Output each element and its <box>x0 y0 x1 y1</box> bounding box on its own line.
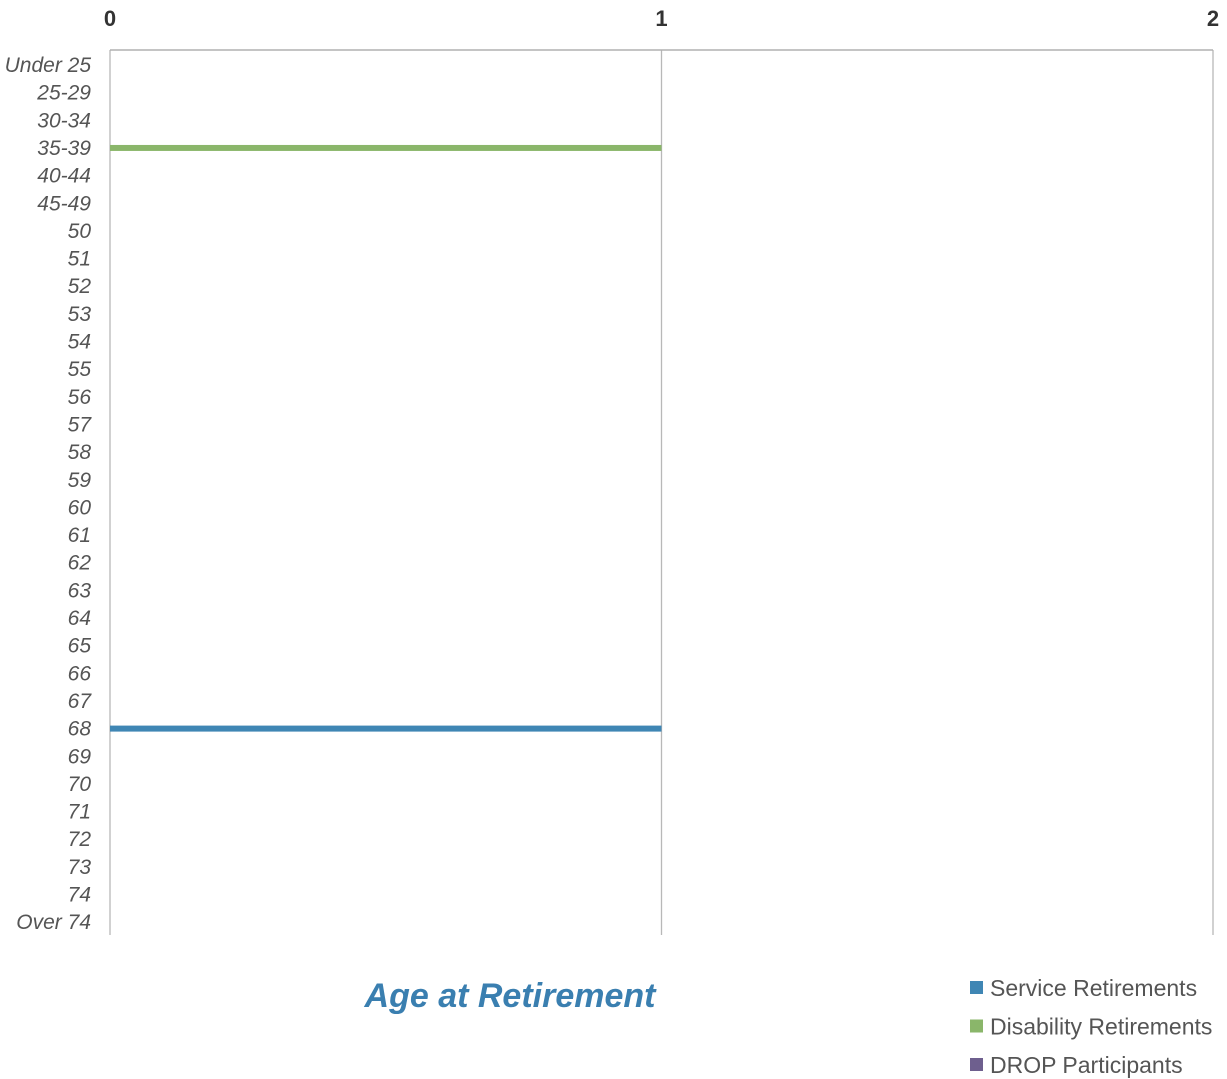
legend-label: DROP Participants <box>990 1052 1183 1078</box>
legend-swatch <box>970 1019 983 1033</box>
y-tick-label: 70 <box>68 773 92 796</box>
y-tick-label: 30-34 <box>37 109 91 132</box>
y-tick-label: 58 <box>68 441 92 464</box>
y-tick-label: 67 <box>68 690 93 713</box>
y-tick-label: 25-29 <box>36 82 91 105</box>
y-tick-label: 69 <box>68 745 92 768</box>
y-tick-label: Over 74 <box>16 911 91 934</box>
legend-swatch <box>970 981 983 994</box>
y-tick-label: 54 <box>68 331 91 354</box>
y-tick-label: Under 25 <box>5 54 92 77</box>
y-tick-label: 40-44 <box>37 165 91 188</box>
bars <box>110 144 662 732</box>
y-tick-label: 50 <box>68 220 92 243</box>
legend: Service Retirements Disability Retirement… <box>970 975 1212 1078</box>
legend-label: Disability Retirements <box>990 1014 1212 1040</box>
x-tick-label: 2 <box>1207 6 1219 31</box>
y-tick-label: 61 <box>68 524 91 547</box>
y-tick-label: 51 <box>68 248 91 271</box>
x-tick-label: 0 <box>104 6 116 31</box>
bar-service-retirements <box>110 725 662 732</box>
x-axis: 0 1 2 <box>104 6 1219 51</box>
y-tick-label: 68 <box>68 718 92 741</box>
y-tick-label: 72 <box>68 828 92 851</box>
y-tick-label: 52 <box>68 275 92 298</box>
legend-label: Service Retirements <box>990 975 1197 1001</box>
y-tick-label: 45-49 <box>37 192 91 215</box>
y-axis: Under 25 25-29 30-34 35-39 40-44 45-49 50 51 52 5… <box>5 54 93 934</box>
y-tick-label: 60 <box>68 496 92 519</box>
y-tick-label: 62 <box>68 552 92 575</box>
x-tick-label: 1 <box>655 6 667 31</box>
y-tick-label: 74 <box>68 884 91 907</box>
gridlines <box>109 50 1214 935</box>
bar-disability-retirements <box>110 144 662 151</box>
legend-swatch <box>970 1058 983 1071</box>
y-tick-label: 56 <box>68 386 92 409</box>
y-tick-label: 53 <box>68 303 92 326</box>
y-tick-label: 63 <box>68 579 92 602</box>
y-tick-label: 35-39 <box>37 137 91 160</box>
y-tick-label: 66 <box>68 662 92 685</box>
chart-title: Age at Retirement <box>364 977 658 1015</box>
y-tick-label: 71 <box>68 801 91 824</box>
y-tick-label: 59 <box>68 469 92 492</box>
y-tick-label: 73 <box>68 856 92 879</box>
y-tick-label: 65 <box>68 635 92 658</box>
y-tick-label: 55 <box>68 358 92 381</box>
y-tick-label: 64 <box>68 607 91 630</box>
y-tick-label: 57 <box>68 413 93 436</box>
